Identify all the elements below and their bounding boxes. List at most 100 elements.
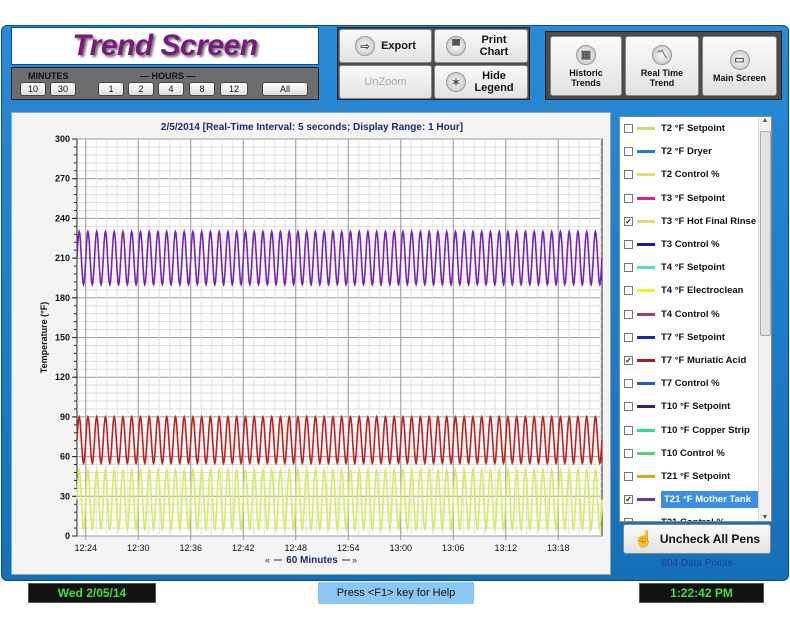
range-8-hours-button[interactable]: 8 — [189, 82, 215, 96]
pen-checkbox[interactable] — [624, 240, 633, 250]
pen-checkbox[interactable] — [624, 425, 633, 435]
legend-item[interactable]: T4 °F Electroclean — [620, 279, 758, 302]
hand-pointer-icon: ☝ — [633, 531, 654, 548]
x-tick-label: 13:18 — [547, 543, 570, 553]
legend-item[interactable]: T2 °F Setpoint — [620, 117, 758, 140]
pen-checkbox[interactable]: ✓ — [624, 495, 633, 505]
pen-color-swatch — [637, 173, 655, 177]
pen-checkbox[interactable] — [624, 170, 633, 180]
series-line — [76, 414, 603, 466]
uncheck-all-pens-button[interactable]: ☝ Uncheck All Pens — [623, 524, 771, 554]
pen-checkbox[interactable] — [624, 379, 633, 389]
navigation-group: ▦ Historic Trends 〽 Real Time Trend ▭ Main … — [545, 31, 782, 100]
y-axis-label: Temperature (°F) — [39, 302, 49, 373]
pen-checkbox[interactable] — [624, 471, 633, 481]
y-tick-label: 240 — [55, 213, 70, 223]
date-display: Wed 2/05/14 — [28, 583, 156, 603]
pen-label: T10 °F Setpoint — [661, 401, 731, 413]
realtime-label: Real Time Trend — [640, 67, 684, 88]
legend-item[interactable]: T10 Control % — [620, 442, 758, 465]
y-tick-label: 30 — [60, 491, 70, 501]
pen-checkbox[interactable] — [624, 332, 633, 342]
real-time-trend-button[interactable]: 〽 Real Time Trend — [625, 36, 699, 96]
range-4-hours-button[interactable]: 4 — [158, 82, 184, 96]
legend-item[interactable]: T3 Control % — [620, 233, 758, 256]
range-30-minutes-button[interactable]: 30 — [50, 82, 76, 96]
scroll-down-icon[interactable]: ▼ — [761, 514, 769, 521]
pen-color-swatch — [637, 196, 655, 200]
pen-label: T10 °F Copper Strip — [661, 424, 750, 436]
pen-label: T2 °F Dryer — [661, 146, 712, 158]
legend-item[interactable]: ✓ T21 °F Mother Tank — [620, 488, 758, 511]
x-tick-label: 12:48 — [284, 543, 307, 553]
pen-checkbox[interactable] — [624, 263, 633, 273]
historic-label: Historic Trends — [569, 67, 603, 88]
legend-item[interactable]: T3 °F Setpoint — [620, 187, 758, 210]
range-1-hour-button[interactable]: 1 — [98, 82, 124, 96]
pen-checkbox[interactable] — [624, 309, 633, 319]
x-tick-label: 12:42 — [232, 543, 255, 553]
legend-item[interactable]: T7 °F Setpoint — [620, 326, 758, 349]
monitor-icon: ▭ — [729, 49, 750, 70]
pen-label: T2 Control % — [661, 169, 720, 181]
legend-item[interactable]: T4 °F Setpoint — [620, 256, 758, 279]
range-all-button[interactable]: All — [262, 82, 308, 96]
historic-trends-button[interactable]: ▦ Historic Trends — [550, 36, 622, 96]
trend-chart[interactable]: 12:24 12:30 12:36 12:42 12:48 12:54 13:00 13:06… — [12, 113, 612, 576]
y-tick-label: 150 — [55, 333, 70, 343]
legend-item[interactable]: ✓ T3 °F Hot Final Rinse — [620, 210, 758, 233]
legend-scrollbar[interactable]: ▲ ▼ — [758, 117, 771, 521]
print-chart-button[interactable]: ▀ Print Chart — [434, 29, 528, 63]
data-points-count: 804 Data Points — [661, 558, 733, 569]
pen-checkbox[interactable]: ✓ — [624, 216, 633, 226]
pen-label: T4 °F Electroclean — [661, 285, 744, 297]
printer-icon: ▀ — [446, 36, 466, 56]
range-10-minutes-button[interactable]: 10 — [20, 82, 46, 96]
pen-color-swatch — [637, 219, 655, 223]
pen-checkbox[interactable] — [624, 448, 633, 458]
legend-item[interactable]: T21 °F Setpoint — [620, 465, 758, 488]
range-12-hours-button[interactable]: 12 — [220, 82, 248, 96]
pen-color-swatch — [637, 451, 655, 455]
scroll-up-icon[interactable]: ▲ — [761, 117, 769, 124]
range-2-hours-button[interactable]: 2 — [128, 82, 154, 96]
y-tick-label: 0 — [65, 531, 70, 541]
legend-item[interactable]: T10 °F Copper Strip — [620, 418, 758, 441]
legend-item[interactable]: T4 Control % — [620, 303, 758, 326]
y-tick-label: 300 — [55, 134, 70, 144]
main-screen-button[interactable]: ▭ Main Screen — [702, 36, 777, 96]
unzoom-button[interactable]: UnZoom — [339, 65, 432, 99]
series-line — [76, 466, 603, 533]
x-tick-label: 13:06 — [442, 543, 465, 553]
pen-checkbox[interactable] — [624, 193, 633, 203]
y-tick-label: 180 — [55, 293, 70, 303]
pen-checkbox[interactable] — [624, 286, 633, 296]
hide-legend-button[interactable]: ✶ Hide Legend — [434, 65, 528, 99]
magic-wand-icon: ✶ — [446, 72, 466, 92]
pen-checkbox[interactable]: ✓ — [624, 355, 633, 365]
legend-item[interactable]: T21 Control % — [620, 511, 758, 521]
series-line — [76, 228, 603, 288]
y-tick-label: 270 — [55, 174, 70, 184]
legend-item[interactable]: T10 °F Setpoint — [620, 395, 758, 418]
x-tick-label: 13:12 — [494, 543, 517, 553]
pen-checkbox[interactable] — [624, 402, 633, 412]
x-tick-label: 12:24 — [74, 543, 97, 553]
hours-label: — HOURS — — [140, 71, 196, 81]
x-axis-label: 60 Minutes — [286, 555, 338, 566]
print-label: Print Chart — [479, 34, 509, 58]
pen-checkbox[interactable] — [624, 518, 633, 521]
pen-color-swatch — [637, 150, 655, 154]
legend-item[interactable]: ✓ T7 °F Muriatic Acid — [620, 349, 758, 372]
pen-color-swatch — [637, 335, 655, 339]
trend-window: Trend Screen MINUTES — HOURS — 10 30 1 2… — [1, 25, 789, 604]
pen-color-swatch — [637, 127, 655, 131]
legend-item[interactable]: T7 Control % — [620, 372, 758, 395]
y-tick-label: 60 — [60, 452, 70, 462]
pen-checkbox[interactable] — [624, 124, 633, 134]
legend-item[interactable]: T2 Control % — [620, 163, 758, 186]
legend-item[interactable]: T2 °F Dryer — [620, 140, 758, 163]
export-button[interactable]: ⇨ Export — [339, 29, 432, 63]
pen-checkbox[interactable] — [624, 147, 633, 157]
scroll-thumb[interactable] — [760, 131, 771, 336]
